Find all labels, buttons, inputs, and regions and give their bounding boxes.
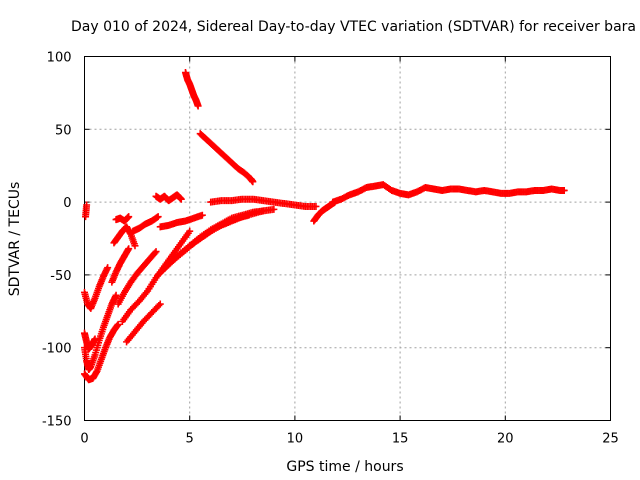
y-tick-label: -150 <box>42 415 72 430</box>
series-track-n <box>156 211 206 231</box>
data-point <box>198 211 206 219</box>
data-point <box>249 178 257 186</box>
data-point <box>152 248 160 256</box>
grid-lines <box>84 56 611 421</box>
series-track-e <box>82 201 91 221</box>
series-track-s <box>196 130 257 186</box>
data-points <box>81 69 568 384</box>
x-tick-label: 5 <box>186 432 194 447</box>
series-track-m <box>152 191 185 205</box>
data-point <box>177 195 185 203</box>
x-tick-label: 25 <box>602 432 619 447</box>
x-tick-label: 10 <box>287 432 304 447</box>
data-point <box>270 205 278 213</box>
data-point <box>131 242 139 250</box>
series-track-r <box>181 69 202 110</box>
axis-ticks: 0 5 10 15 20 25 -150 -100 -50 0 50 100 <box>42 51 619 447</box>
data-point <box>312 202 320 210</box>
series-track-t <box>207 195 320 210</box>
series-track-j <box>129 213 162 235</box>
data-point <box>151 249 159 257</box>
data-point <box>560 186 568 194</box>
y-tick-label: -100 <box>42 342 72 357</box>
y-axis-label: SDTVAR / TECUs <box>7 182 23 297</box>
x-tick-label: 0 <box>80 432 88 447</box>
x-tick-label: 20 <box>497 432 514 447</box>
data-point <box>125 213 133 221</box>
series-track-h <box>112 213 133 225</box>
data-point <box>156 300 164 308</box>
data-point <box>114 320 122 328</box>
y-tick-label: -50 <box>50 269 71 284</box>
series-track-i <box>114 248 160 308</box>
x-tick-label: 15 <box>392 432 409 447</box>
y-tick-label: 0 <box>63 196 71 211</box>
data-point <box>155 301 163 309</box>
y-tick-label: 100 <box>47 51 72 66</box>
data-point <box>112 291 120 299</box>
series-track-q <box>186 205 278 250</box>
data-point <box>83 201 91 209</box>
data-point <box>104 264 112 272</box>
series-track-l <box>123 300 164 346</box>
series-track-b <box>81 320 122 384</box>
series-track-g <box>110 223 139 250</box>
series-track-a <box>81 291 120 374</box>
data-point <box>194 102 202 110</box>
x-axis-label: GPS time / hours <box>286 459 403 475</box>
data-point <box>154 213 162 221</box>
series-track-f <box>108 245 133 286</box>
data-point <box>186 227 194 235</box>
series-track-c <box>81 264 112 312</box>
y-tick-label: 50 <box>55 123 72 138</box>
series-track-v <box>329 181 568 206</box>
data-point <box>125 245 133 253</box>
plot-frame <box>84 56 611 421</box>
data-point <box>91 335 99 343</box>
series-track-d <box>81 329 99 353</box>
chart-title: Day 010 of 2024, Sidereal Day-to-day VTE… <box>71 19 636 35</box>
